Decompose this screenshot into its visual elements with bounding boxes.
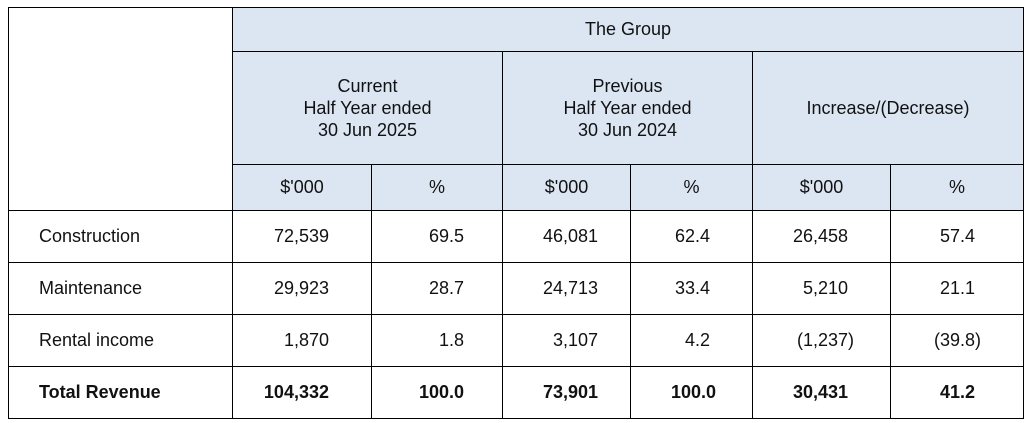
table-cell: 100.0 xyxy=(630,366,753,419)
table-cell: 5,210 xyxy=(752,262,891,315)
period-header-change: Increase/(Decrease) xyxy=(751,51,1025,165)
group-header: The Group xyxy=(231,7,1025,52)
table-cell: 69.5 xyxy=(371,210,503,263)
table-cell: (1,237) xyxy=(752,314,891,367)
period-line: 30 Jun 2024 xyxy=(577,120,678,140)
table-row: Construction 72,539 69.5 46,081 62.4 26,… xyxy=(8,210,1025,263)
period-header-current: Current Half Year ended 30 Jun 2025 xyxy=(232,51,503,165)
unit-header: % xyxy=(889,164,1025,211)
table-cell: 3,107 xyxy=(502,314,631,367)
table-cell: 28.7 xyxy=(371,262,503,315)
table-cell: 73,901 xyxy=(502,366,631,419)
table-row: Rental income 1,870 1.8 3,107 4.2 (1,237… xyxy=(8,314,1025,367)
row-label: Construction xyxy=(8,210,233,263)
unit-header: $'000 xyxy=(752,164,891,211)
period-line: Current xyxy=(337,76,398,96)
unit-header: % xyxy=(371,164,503,211)
table-cell: 72,539 xyxy=(232,210,372,263)
table-cell: 21.1 xyxy=(889,262,1025,315)
period-line: Previous xyxy=(592,76,663,96)
row-label: Total Revenue xyxy=(8,366,233,419)
table-cell: 1.8 xyxy=(371,314,503,367)
table-cell: 46,081 xyxy=(502,210,631,263)
table-cell: 29,923 xyxy=(232,262,372,315)
period-line: Half Year ended xyxy=(303,98,432,118)
table-cell: 4.2 xyxy=(630,314,753,367)
row-label: Maintenance xyxy=(8,262,233,315)
table-cell: 100.0 xyxy=(371,366,503,419)
unit-header: % xyxy=(630,164,753,211)
period-header-previous: Previous Half Year ended 30 Jun 2024 xyxy=(502,51,753,165)
period-line: 30 Jun 2025 xyxy=(317,120,418,140)
row-label: Rental income xyxy=(8,314,233,367)
table-cell: 26,458 xyxy=(752,210,891,263)
table-row-total: Total Revenue 104,332 100.0 73,901 100.0… xyxy=(8,366,1025,419)
period-line: Increase/(Decrease) xyxy=(806,98,970,118)
table-cell: 24,713 xyxy=(502,262,631,315)
period-line: Half Year ended xyxy=(563,98,692,118)
table-cell: 104,332 xyxy=(232,366,372,419)
table-cell: (39.8) xyxy=(889,314,1025,367)
table-cell: 1,870 xyxy=(232,314,372,367)
table-row: Maintenance 29,923 28.7 24,713 33.4 5,21… xyxy=(8,262,1025,315)
table-cell: 62.4 xyxy=(630,210,753,263)
table-cell: 41.2 xyxy=(889,366,1025,419)
table-cell: 30,431 xyxy=(752,366,891,419)
revenue-table: The Group Current Half Year ended 30 Jun… xyxy=(8,7,1025,419)
table-cell: 33.4 xyxy=(630,262,753,315)
unit-header: $'000 xyxy=(502,164,631,211)
corner-blank-cell xyxy=(8,7,233,211)
table-cell: 57.4 xyxy=(889,210,1025,263)
unit-header: $'000 xyxy=(232,164,372,211)
